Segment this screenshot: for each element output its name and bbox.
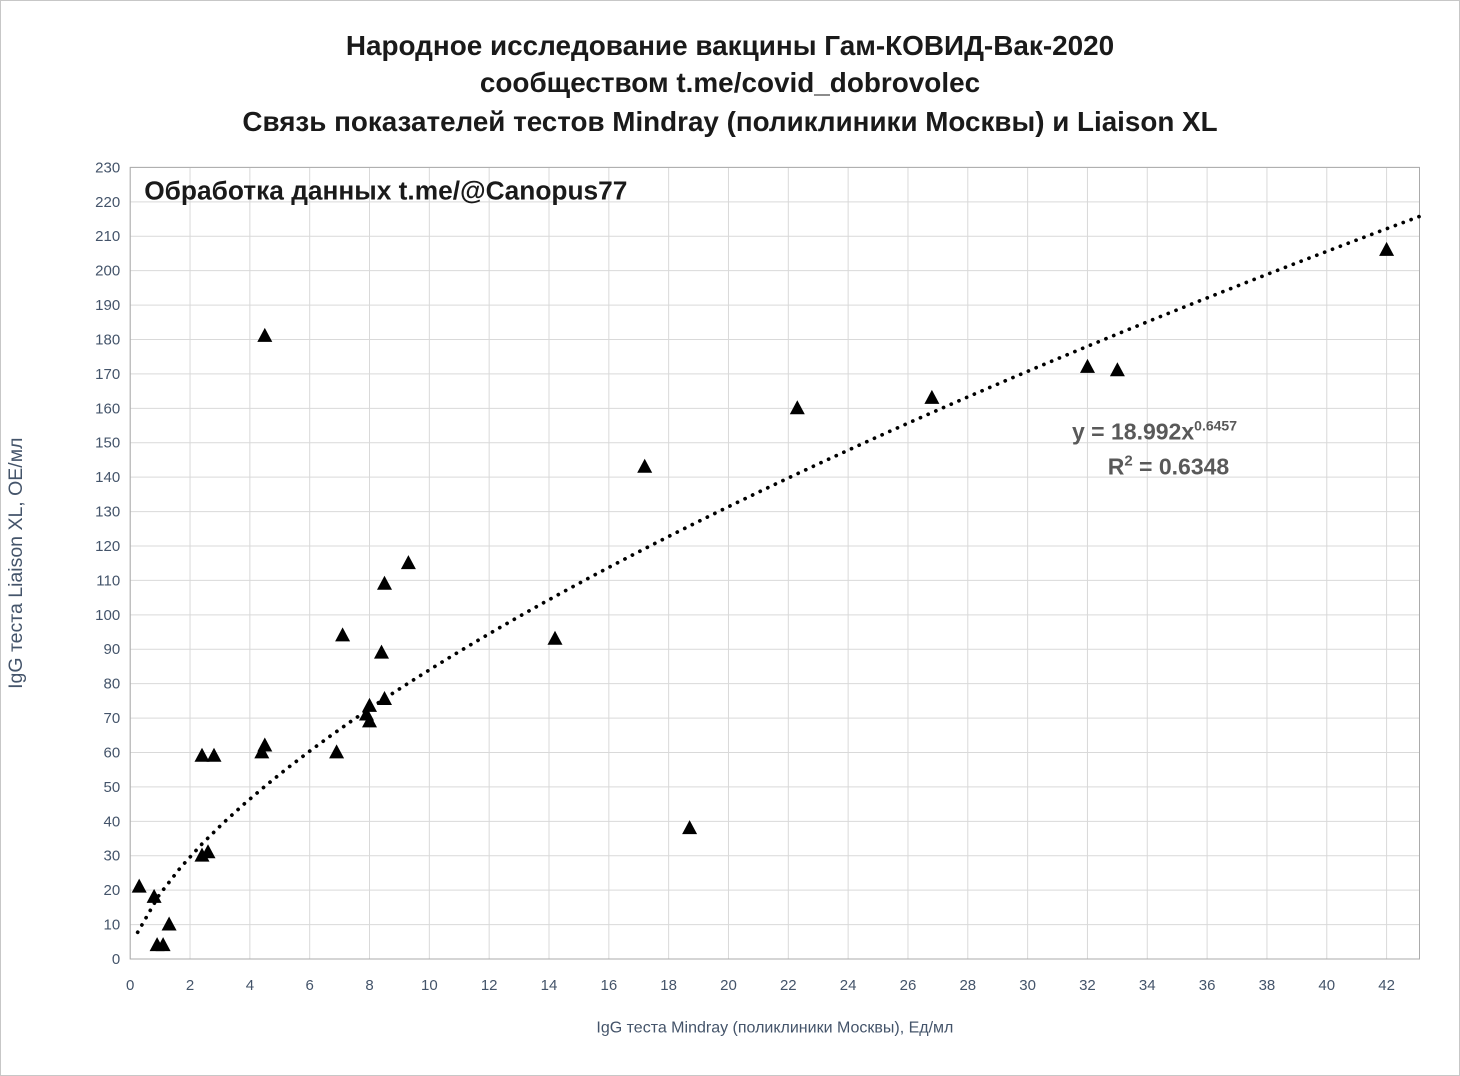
svg-text:IgG теста Liaison XL, ОЕ/мл: IgG теста Liaison XL, ОЕ/мл [5,437,27,688]
svg-text:26: 26 [900,977,917,994]
svg-text:IgG теста Mindray (поликлиники: IgG теста Mindray (поликлиники Москвы), … [596,1020,953,1037]
svg-text:10: 10 [104,917,121,934]
svg-text:210: 210 [95,228,120,245]
svg-text:Обработка данных t.me/@Canopus: Обработка данных t.me/@Canopus77 [144,175,627,205]
svg-text:20: 20 [104,882,121,899]
svg-text:42: 42 [1378,977,1395,994]
svg-text:50: 50 [104,779,121,796]
svg-text:34: 34 [1139,977,1156,994]
svg-text:230: 230 [95,159,120,176]
svg-text:8: 8 [365,977,373,994]
svg-text:28: 28 [959,977,976,994]
svg-text:12: 12 [481,977,498,994]
svg-text:24: 24 [840,977,857,994]
svg-text:160: 160 [95,400,120,417]
svg-text:18: 18 [660,977,677,994]
svg-text:190: 190 [95,297,120,314]
svg-text:100: 100 [95,607,120,624]
svg-text:130: 130 [95,504,120,521]
svg-text:36: 36 [1199,977,1216,994]
svg-text:40: 40 [104,813,121,830]
svg-text:20: 20 [720,977,737,994]
svg-text:22: 22 [780,977,797,994]
svg-text:38: 38 [1259,977,1276,994]
svg-text:0: 0 [126,977,134,994]
svg-text:140: 140 [95,469,120,486]
svg-text:32: 32 [1079,977,1096,994]
svg-text:110: 110 [96,572,120,589]
svg-text:16: 16 [600,977,617,994]
svg-text:80: 80 [104,676,121,693]
svg-text:30: 30 [104,848,121,865]
svg-text:90: 90 [104,641,121,658]
svg-text:200: 200 [95,263,120,280]
svg-text:6: 6 [306,977,314,994]
svg-text:2: 2 [186,977,194,994]
svg-text:180: 180 [95,332,120,349]
svg-text:10: 10 [421,977,438,994]
svg-text:40: 40 [1318,977,1335,994]
svg-text:120: 120 [95,538,120,555]
svg-text:60: 60 [104,745,121,762]
svg-text:220: 220 [95,194,120,211]
svg-text:4: 4 [246,977,254,994]
svg-text:170: 170 [95,366,120,383]
svg-text:30: 30 [1019,977,1036,994]
svg-text:0: 0 [112,951,120,968]
svg-text:150: 150 [95,435,120,452]
svg-text:14: 14 [541,977,558,994]
svg-text:70: 70 [104,710,121,727]
